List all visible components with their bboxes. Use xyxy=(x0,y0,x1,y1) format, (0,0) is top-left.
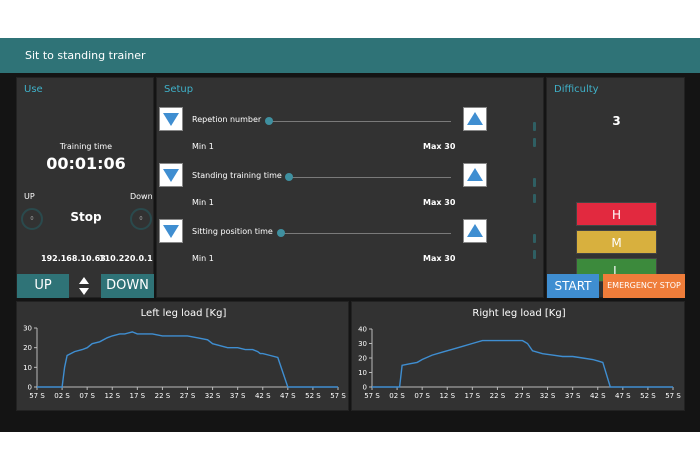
repetition-scroll-top xyxy=(533,122,536,131)
x-tick-label: 32 S xyxy=(205,392,221,400)
y-tick-label: 30 xyxy=(358,340,367,348)
sitting-time-increase-button[interactable] xyxy=(463,219,487,243)
right-leg-chart-panel: Right leg load [Kg] 0 10 20 30 40 57 S 02 S 07 … xyxy=(351,301,685,411)
x-tick-label: 57 S xyxy=(330,392,346,400)
y-tick-label: 0 xyxy=(28,384,32,392)
difficulty-panel: Difficulty 3 H M L xyxy=(546,77,685,298)
x-tick-label: 57 S xyxy=(665,392,681,400)
up-counter-value: 0 xyxy=(30,216,34,222)
sitting-time-slider-knob[interactable] xyxy=(277,229,285,237)
x-tick-label: 47 S xyxy=(615,392,631,400)
x-tick-label: 57 S xyxy=(364,392,380,400)
difficulty-high-button[interactable]: H xyxy=(576,202,657,226)
sitting-time-label: Sitting position time xyxy=(192,227,273,236)
left-leg-chart: 0 10 20 30 57 S 02 S 07 S 12 S 17 S 22 S 27 S 32 S 3… xyxy=(23,325,346,401)
up-down-arrows-icon[interactable] xyxy=(77,276,91,296)
window-title: Sit to standing trainer xyxy=(0,38,700,73)
training-time-value: 00:01:06 xyxy=(46,154,126,173)
y-tick-label: 0 xyxy=(363,384,367,392)
right-leg-chart: 0 10 20 30 40 57 S 02 S 07 S 12 S 17 S 22 S 27 S 32 … xyxy=(358,326,681,401)
status-text: Stop xyxy=(70,210,102,224)
ip-address-secondary: 110.220.0.1 xyxy=(99,254,153,263)
repetition-decrease-button[interactable] xyxy=(159,107,183,131)
standing-time-scroll-bottom xyxy=(533,194,536,203)
left-leg-chart-panel: Left leg load [Kg] 0 10 20 30 57 S 02 S 07 S 12… xyxy=(16,301,349,411)
x-tick-label: 42 S xyxy=(255,392,271,400)
up-button[interactable]: UP xyxy=(17,274,69,298)
standing-time-decrease-button[interactable] xyxy=(159,163,183,187)
sitting-time-slider-track[interactable] xyxy=(279,233,451,234)
x-tick-label: 02 S xyxy=(54,392,70,400)
repetition-label: Repetion number xyxy=(192,115,262,124)
difficulty-panel-title: Difficulty xyxy=(554,84,599,95)
repetition-increase-button[interactable] xyxy=(463,107,487,131)
down-counter-value: 0 xyxy=(139,216,143,222)
x-tick-label: 12 S xyxy=(439,392,455,400)
down-counter-dial: 0 xyxy=(130,208,152,230)
down-counter-label: Down xyxy=(130,192,153,201)
repetition-max: Max 30 xyxy=(423,142,456,151)
x-tick-label: 37 S xyxy=(230,392,246,400)
x-tick-label: 57 S xyxy=(29,392,45,400)
app-frame: Sit to standing trainer Use Training tim… xyxy=(0,38,700,432)
x-tick-label: 17 S xyxy=(130,392,146,400)
standing-time-max: Max 30 xyxy=(423,198,456,207)
use-panel: Use Training time 00:01:06 UP Down 0 0 S… xyxy=(16,77,154,298)
standing-time-slider-track[interactable] xyxy=(287,177,451,178)
x-tick-label: 37 S xyxy=(565,392,581,400)
repetition-min: Min 1 xyxy=(192,142,214,151)
left-chart-title: Left leg load [Kg] xyxy=(140,308,227,319)
ip-address: 192.168.10.63 xyxy=(41,254,106,263)
start-button[interactable]: START xyxy=(547,274,599,298)
right-chart-title: Right leg load [Kg] xyxy=(472,308,566,319)
repetition-scroll-bottom xyxy=(533,138,536,147)
x-tick-label: 52 S xyxy=(305,392,321,400)
emergency-stop-button[interactable]: EMERGENCY STOP xyxy=(603,274,685,298)
x-tick-label: 07 S xyxy=(414,392,430,400)
difficulty-value: 3 xyxy=(612,114,621,128)
use-panel-title: Use xyxy=(24,84,43,95)
sitting-time-scroll-bottom xyxy=(533,250,536,259)
up-counter-label: UP xyxy=(24,192,35,201)
x-tick-label: 02 S xyxy=(389,392,405,400)
x-tick-label: 12 S xyxy=(104,392,120,400)
y-tick-label: 10 xyxy=(23,364,32,372)
standing-time-label: Standing training time xyxy=(192,171,282,180)
difficulty-medium-button[interactable]: M xyxy=(576,230,657,254)
y-tick-label: 20 xyxy=(23,344,32,352)
x-tick-label: 22 S xyxy=(155,392,171,400)
y-tick-label: 20 xyxy=(358,355,367,363)
x-tick-label: 47 S xyxy=(280,392,296,400)
repetition-slider-track[interactable] xyxy=(267,121,451,122)
setup-panel: Setup Repetion number Min 1 Max 30 Stand… xyxy=(156,77,544,298)
sitting-time-max: Max 30 xyxy=(423,254,456,263)
standing-time-min: Min 1 xyxy=(192,198,214,207)
sitting-time-min: Min 1 xyxy=(192,254,214,263)
load-series-line xyxy=(372,339,673,388)
down-button[interactable]: DOWN xyxy=(101,274,154,298)
setup-panel-title: Setup xyxy=(164,84,194,95)
x-tick-label: 22 S xyxy=(490,392,506,400)
y-tick-label: 40 xyxy=(358,326,367,334)
training-time-label: Training time xyxy=(59,142,113,151)
x-tick-label: 27 S xyxy=(515,392,531,400)
x-tick-label: 17 S xyxy=(465,392,481,400)
load-series-line xyxy=(37,331,338,388)
x-tick-label: 32 S xyxy=(540,392,556,400)
up-counter-dial: 0 xyxy=(21,208,43,230)
repetition-slider-knob[interactable] xyxy=(265,117,273,125)
standing-time-slider-knob[interactable] xyxy=(285,173,293,181)
y-tick-label: 10 xyxy=(358,369,367,377)
sitting-time-scroll-top xyxy=(533,234,536,243)
standing-time-increase-button[interactable] xyxy=(463,163,487,187)
x-tick-label: 27 S xyxy=(180,392,196,400)
y-tick-label: 30 xyxy=(23,325,32,333)
x-tick-label: 07 S xyxy=(79,392,95,400)
sitting-time-decrease-button[interactable] xyxy=(159,219,183,243)
standing-time-scroll-top xyxy=(533,178,536,187)
x-tick-label: 52 S xyxy=(640,392,656,400)
x-tick-label: 42 S xyxy=(590,392,606,400)
